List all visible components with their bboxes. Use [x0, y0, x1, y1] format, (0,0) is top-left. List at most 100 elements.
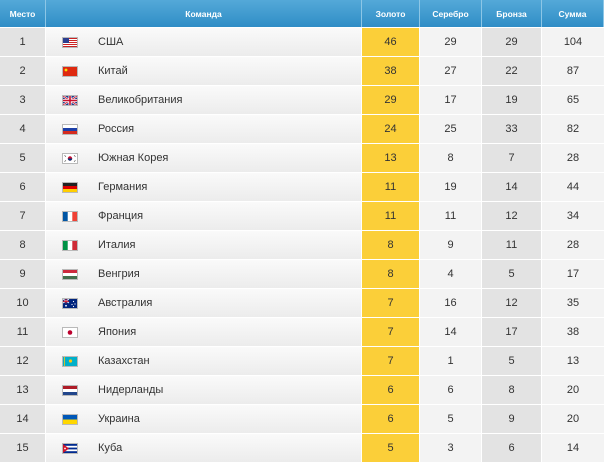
team-name: Казахстан: [98, 355, 150, 367]
header-total[interactable]: Сумма: [542, 0, 604, 27]
team-name: Франция: [98, 210, 144, 222]
total-cell: 28: [542, 144, 604, 172]
table-row[interactable]: 4 Россия 24 25 33 82: [0, 115, 604, 144]
header-silver[interactable]: Серебро: [420, 0, 482, 27]
silver-cell: 1: [420, 347, 482, 375]
bronze-cell: 7: [482, 144, 542, 172]
team-cell: Германия: [46, 173, 362, 201]
silver-cell: 14: [420, 318, 482, 346]
table-row[interactable]: 13 Нидерланды 6 6 8 20: [0, 376, 604, 405]
bronze-cell: 11: [482, 231, 542, 259]
table-row[interactable]: 11 Япония 7 14 17 38: [0, 318, 604, 347]
place-cell: 7: [0, 202, 46, 230]
total-cell: 28: [542, 231, 604, 259]
team-name: США: [98, 36, 124, 48]
russia-flag-icon: [62, 123, 78, 135]
total-cell: 82: [542, 115, 604, 143]
total-cell: 44: [542, 173, 604, 201]
place-cell: 10: [0, 289, 46, 317]
place-cell: 2: [0, 57, 46, 85]
place-cell: 14: [0, 405, 46, 433]
hungary-flag-icon: [62, 268, 78, 280]
place-cell: 15: [0, 434, 46, 462]
team-cell: Украина: [46, 405, 362, 433]
team-cell: Россия: [46, 115, 362, 143]
table-body: 1 США 46 29 29 104 2 Китай 38 27 22 87 3 Великобритан…: [0, 28, 604, 463]
silver-cell: 6: [420, 376, 482, 404]
kazakhstan-flag-icon: [62, 355, 78, 367]
bronze-cell: 12: [482, 289, 542, 317]
header-team[interactable]: Команда: [46, 0, 362, 27]
table-row[interactable]: 14 Украина 6 5 9 20: [0, 405, 604, 434]
table-row[interactable]: 1 США 46 29 29 104: [0, 28, 604, 57]
header-gold[interactable]: Золото: [362, 0, 420, 27]
netherlands-flag-icon: [62, 384, 78, 396]
team-cell: Япония: [46, 318, 362, 346]
silver-cell: 3: [420, 434, 482, 462]
silver-cell: 27: [420, 57, 482, 85]
gold-cell: 11: [362, 173, 420, 201]
table-row[interactable]: 8 Италия 8 9 11 28: [0, 231, 604, 260]
place-cell: 6: [0, 173, 46, 201]
bronze-cell: 8: [482, 376, 542, 404]
silver-cell: 16: [420, 289, 482, 317]
germany-flag-icon: [62, 181, 78, 193]
gold-cell: 5: [362, 434, 420, 462]
table-row[interactable]: 6 Германия 11 19 14 44: [0, 173, 604, 202]
total-cell: 87: [542, 57, 604, 85]
place-cell: 5: [0, 144, 46, 172]
total-cell: 20: [542, 405, 604, 433]
place-cell: 9: [0, 260, 46, 288]
team-name: Китай: [98, 65, 128, 77]
gold-cell: 24: [362, 115, 420, 143]
italy-flag-icon: [62, 239, 78, 251]
place-cell: 11: [0, 318, 46, 346]
gold-cell: 38: [362, 57, 420, 85]
table-row[interactable]: 2 Китай 38 27 22 87: [0, 57, 604, 86]
team-cell: Казахстан: [46, 347, 362, 375]
place-cell: 3: [0, 86, 46, 114]
gold-cell: 7: [362, 318, 420, 346]
place-cell: 8: [0, 231, 46, 259]
team-name: Нидерланды: [98, 384, 164, 396]
header-place[interactable]: Место: [0, 0, 46, 27]
australia-flag-icon: [62, 297, 78, 309]
total-cell: 13: [542, 347, 604, 375]
france-flag-icon: [62, 210, 78, 222]
header-bronze[interactable]: Бронза: [482, 0, 542, 27]
team-cell: Южная Корея: [46, 144, 362, 172]
silver-cell: 5: [420, 405, 482, 433]
table-row[interactable]: 12 Казахстан 7 1 5 13: [0, 347, 604, 376]
gold-cell: 11: [362, 202, 420, 230]
silver-cell: 4: [420, 260, 482, 288]
us-flag-icon: [62, 36, 78, 48]
table-row[interactable]: 7 Франция 11 11 12 34: [0, 202, 604, 231]
bronze-cell: 19: [482, 86, 542, 114]
team-cell: Венгрия: [46, 260, 362, 288]
table-row[interactable]: 9 Венгрия 8 4 5 17: [0, 260, 604, 289]
team-cell: Австралия: [46, 289, 362, 317]
silver-cell: 11: [420, 202, 482, 230]
bronze-cell: 33: [482, 115, 542, 143]
ukraine-flag-icon: [62, 413, 78, 425]
japan-flag-icon: [62, 326, 78, 338]
total-cell: 34: [542, 202, 604, 230]
table-row[interactable]: 10 Австралия 7 16 12 35: [0, 289, 604, 318]
place-cell: 13: [0, 376, 46, 404]
team-name: Австралия: [98, 297, 153, 309]
total-cell: 35: [542, 289, 604, 317]
bronze-cell: 12: [482, 202, 542, 230]
table-row[interactable]: 15 Куба 5 3 6 14: [0, 434, 604, 463]
silver-cell: 9: [420, 231, 482, 259]
gold-cell: 6: [362, 405, 420, 433]
gold-cell: 7: [362, 289, 420, 317]
table-row[interactable]: 5 Южная Корея 13 8 7 28: [0, 144, 604, 173]
table-header: Место Команда Золото Серебро Бронза Сумм…: [0, 0, 604, 28]
total-cell: 17: [542, 260, 604, 288]
team-name: Венгрия: [98, 268, 140, 280]
place-cell: 12: [0, 347, 46, 375]
table-row[interactable]: 3 Великобритания 29 17 19 65: [0, 86, 604, 115]
total-cell: 20: [542, 376, 604, 404]
team-cell: Куба: [46, 434, 362, 462]
bronze-cell: 5: [482, 347, 542, 375]
